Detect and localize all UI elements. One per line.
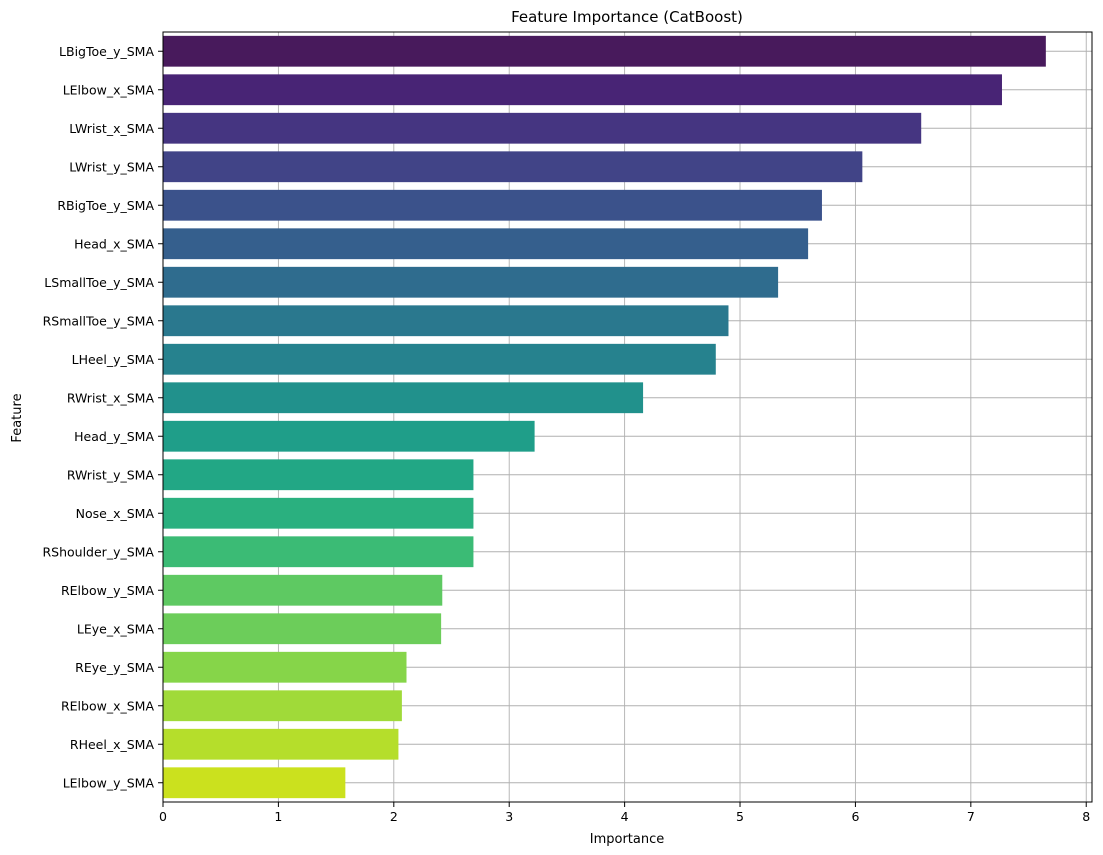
bar-RBigToe_y_SMA [163,189,822,221]
bar-Nose_x_SMA [163,497,474,529]
bar-RElbow_y_SMA [163,574,443,606]
y-tick-label: LWrist_y_SMA [69,159,154,174]
y-tick-label: Head_y_SMA [74,429,154,444]
x-tick-label: 2 [390,809,398,824]
x-tick-label: 8 [1082,809,1090,824]
y-tick-label: LSmallToe_y_SMA [44,275,154,290]
bar-LElbow_x_SMA [163,74,1002,106]
y-tick-label: LEye_x_SMA [77,621,155,636]
bar-RWrist_y_SMA [163,459,474,491]
y-axis-title: Feature [10,393,25,442]
x-tick-label: 0 [159,809,167,824]
bar-LHeel_y_SMA [163,343,716,375]
bar-LEye_x_SMA [163,613,442,645]
y-tick-label: RElbow_x_SMA [61,698,154,713]
bar-Head_x_SMA [163,228,809,260]
bar-LWrist_y_SMA [163,151,863,183]
bar-RElbow_x_SMA [163,690,402,722]
bar-LBigToe_y_SMA [163,35,1046,67]
y-tick-label: RWrist_x_SMA [67,390,155,405]
y-tick-label: LElbow_x_SMA [63,82,155,97]
bar-RShoulder_y_SMA [163,536,474,568]
bars [163,35,1046,799]
y-tick-label: RBigToe_y_SMA [57,198,154,213]
x-tick-label: 7 [967,809,975,824]
plot-frame [162,31,1093,803]
bar-RWrist_x_SMA [163,382,644,414]
y-tick-label: Nose_x_SMA [76,506,155,521]
bar-RSmallToe_y_SMA [163,305,729,337]
x-tick-label: 3 [505,809,513,824]
x-tick-label: 5 [736,809,744,824]
y-tick-label: RShoulder_y_SMA [42,544,154,559]
y-tick-label: REye_y_SMA [75,660,154,675]
y-tick-label: Head_x_SMA [74,236,154,251]
y-tick-label: RSmallToe_y_SMA [43,313,155,328]
bar-LSmallToe_y_SMA [163,266,779,298]
y-tick-label: LElbow_y_SMA [63,775,155,790]
y-tick-label: RHeel_x_SMA [70,737,155,752]
x-tick-label: 4 [621,809,629,824]
bar-Head_y_SMA [163,420,535,452]
bar-REye_y_SMA [163,651,407,683]
chart-title: Feature Importance (CatBoost) [511,8,743,26]
y-tick-label: RWrist_y_SMA [67,467,155,482]
bar-RHeel_x_SMA [163,728,399,760]
y-tick-label: LHeel_y_SMA [72,352,155,367]
y-tick-label: LWrist_x_SMA [69,121,154,136]
bar-LWrist_x_SMA [163,112,922,144]
x-tick-label: 6 [851,809,859,824]
y-tick-labels: LBigToe_y_SMA LElbow_x_SMA LWrist_x_SMA LWr… [42,44,163,790]
y-tick-label: LBigToe_y_SMA [59,44,154,59]
gridlines [162,32,1092,802]
y-tick-label: RElbow_y_SMA [61,583,154,598]
bar-LElbow_y_SMA [163,767,346,799]
x-axis-title: Importance [590,832,665,847]
x-tick-label: 1 [274,809,282,824]
x-tick-labels: 0 1 2 3 4 5 6 7 8 [159,802,1090,824]
